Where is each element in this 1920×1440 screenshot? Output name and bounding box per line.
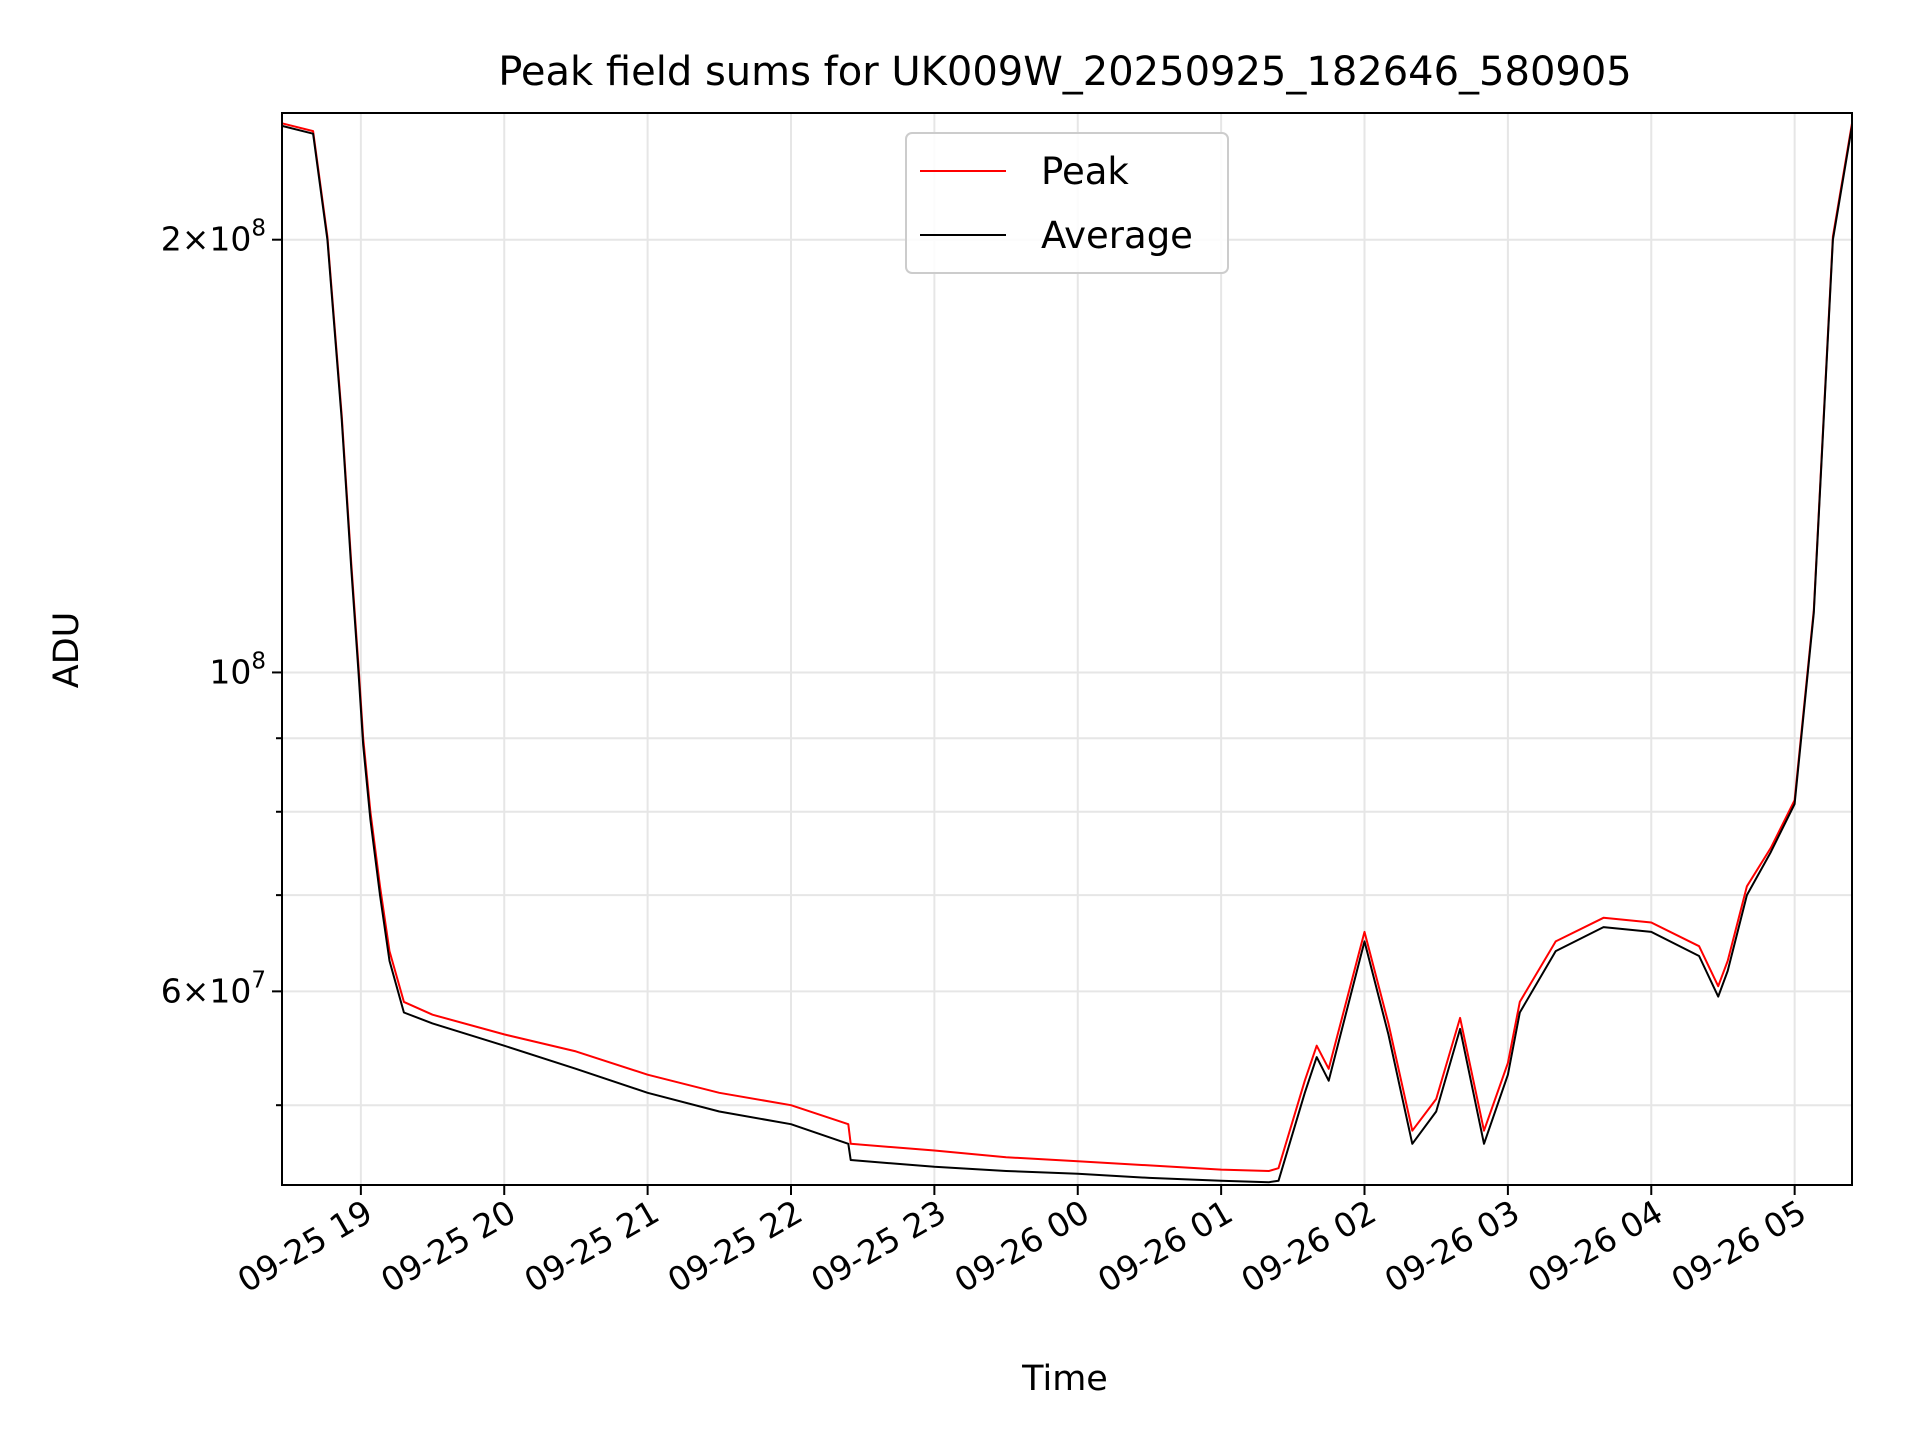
y-axis: 6×107 108 2×108 [161,216,282,1107]
series-line-average [281,124,1853,1184]
y-tick-label: 108 [209,648,266,691]
plot-area [281,112,1853,1186]
y-tick-label: 2×108 [161,216,266,259]
legend-box [905,132,1229,274]
x-tick-label: 09-25 19 [231,1192,379,1300]
x-tick-label: 09-26 00 [948,1192,1096,1300]
x-tick-label: 09-25 20 [374,1192,522,1300]
plot-series [281,122,1853,1184]
x-tick-label: 09-26 05 [1665,1192,1813,1300]
chart-title: Peak field sums for UK009W_20250925_1826… [498,49,1632,95]
x-tick-label: 09-25 22 [661,1192,809,1300]
y-axis-label: ADU [47,612,87,689]
x-tick-label: 09-26 01 [1091,1192,1239,1300]
x-tick-label: 09-26 02 [1235,1192,1383,1300]
legend-label-average: Average [1041,214,1193,257]
series-line-peak [281,122,1853,1172]
x-tick-label: 09-26 03 [1378,1192,1526,1300]
legend: Peak Average [905,132,1229,274]
x-tick-label: 09-26 04 [1521,1192,1669,1300]
y-tick-label: 6×107 [161,967,266,1010]
legend-label-peak: Peak [1041,150,1129,193]
x-axis-label: Time [1021,1359,1108,1399]
x-tick-label: 09-25 23 [804,1192,952,1300]
x-tick-label: 09-25 21 [518,1192,666,1300]
